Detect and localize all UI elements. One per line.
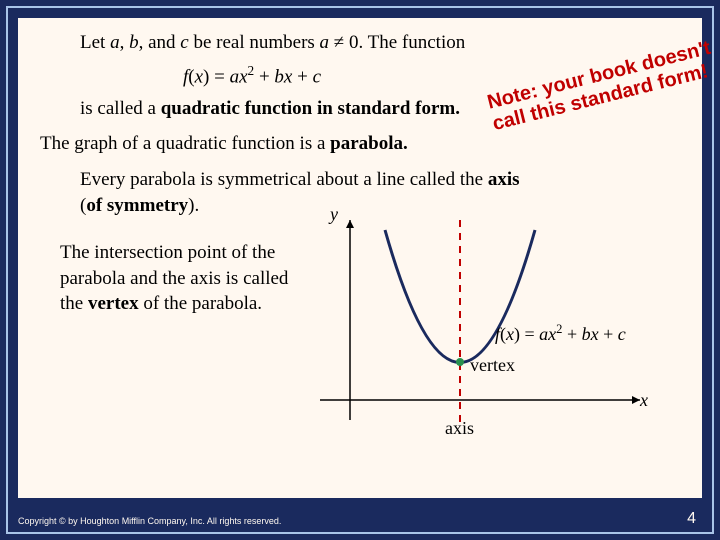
text: , and [139,32,181,53]
axis-label: axis [445,418,474,439]
x: x [506,324,514,344]
var-a2: a [320,32,330,53]
var-c: c [180,32,188,53]
vertex-dot [456,358,464,366]
b: b [582,324,591,344]
plus: + [562,324,581,344]
page-number: 4 [687,510,696,528]
text: Let [80,32,110,53]
text: , [120,32,130,53]
text: The graph of a quadratic function is a [40,133,330,154]
copyright-footer: Copyright © by Houghton Mifflin Company,… [18,516,281,526]
x: x [195,66,203,87]
plus: + [254,66,274,87]
c: c [618,324,626,344]
bold: parabola. [330,133,408,154]
a: a [230,66,240,87]
var-b: b [129,32,139,53]
bold: quadratic function in standard form. [161,98,460,119]
bold2: of symmetry [86,195,188,216]
x-label: x [640,390,648,411]
x3: x [591,324,599,344]
x2: x [239,66,247,87]
intro-line1: Let a, b, and c be real numbers a ≠ 0. T… [40,30,680,56]
text: be real numbers [189,32,320,53]
text3: ). [188,195,199,216]
y-label: y [330,204,338,225]
b: b [274,66,284,87]
y-arrow [346,220,354,228]
bold: vertex [88,293,139,314]
text: is called a [80,98,161,119]
vertex-paragraph: The intersection point of the parabola a… [60,240,300,317]
x-arrow [632,396,640,404]
plus2: + [292,66,312,87]
bold: axis [488,169,520,190]
graph-fn-label: f(x) = ax2 + bx + c [495,322,626,345]
f: f [495,324,500,344]
formula-line: f(x) = ax2 + bx + c [40,62,424,90]
c: c [313,66,321,87]
f: f [183,66,188,87]
var-a: a [110,32,120,53]
graph-area: y x vertex axis f(x) = ax2 + bx + c [310,210,680,440]
plus2: + [599,324,618,344]
eq: ) = [203,66,230,87]
text: ≠ 0. The function [329,32,465,53]
a: a [539,324,548,344]
text: Every parabola is symmetrical about a li… [80,169,488,190]
intro-line4: The graph of a quadratic function is a p… [40,131,680,157]
x2: x [548,324,556,344]
vertex-label: vertex [470,355,515,376]
text2: of the parabola. [139,293,262,314]
eq: ) = [514,324,539,344]
